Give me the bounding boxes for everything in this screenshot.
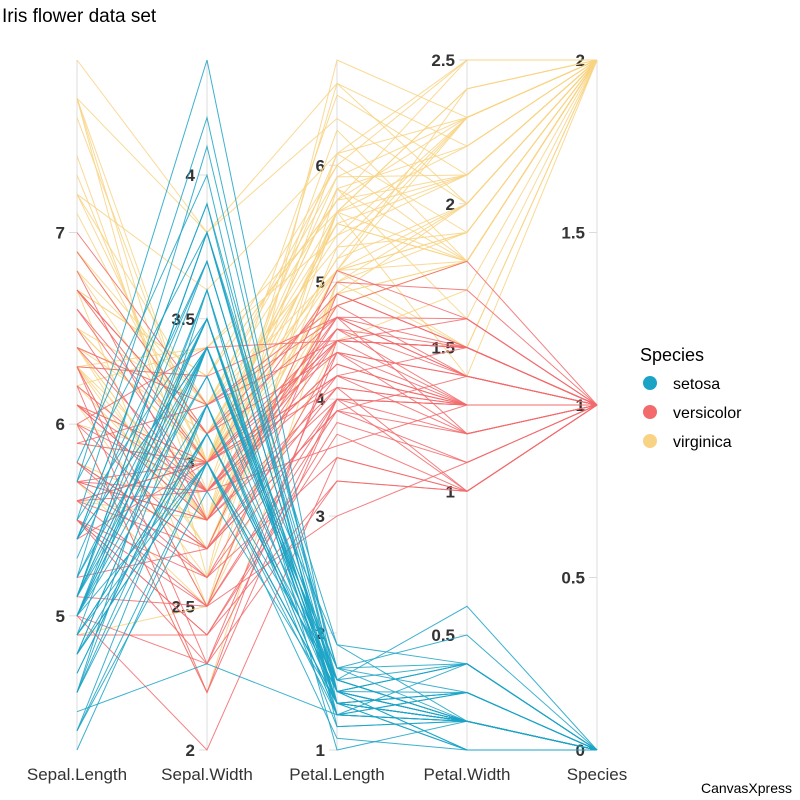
legend-label-virginica: virginica — [673, 434, 732, 451]
tick-label: 0.5 — [561, 569, 585, 588]
data-line-versicolor — [76, 328, 598, 464]
tick-label: 7 — [56, 224, 65, 243]
data-line-versicolor — [76, 404, 598, 665]
axis-label-species: Species — [567, 765, 627, 784]
tick-label: 6 — [316, 156, 325, 175]
axis-label-petal-width: Petal.Width — [424, 765, 511, 784]
legend-swatch-setosa — [643, 376, 657, 390]
legend-title: Species — [640, 345, 704, 365]
tick-label: 4 — [316, 390, 326, 409]
axis-label-sepal-length: Sepal.Length — [27, 765, 127, 784]
tick-label: 5 — [56, 607, 65, 626]
tick-label: 5 — [316, 273, 325, 292]
tick-label: 1.5 — [561, 224, 585, 243]
credit-label: CanvasXpress — [700, 780, 792, 796]
data-line-versicolor — [76, 404, 598, 607]
data-lines — [76, 59, 598, 751]
chart-title: Iris flower data set — [2, 6, 157, 27]
tick-label: 3 — [316, 507, 325, 526]
legend: Species setosa versicolor virginica — [640, 345, 742, 451]
tick-label: 4 — [186, 166, 196, 185]
legend-swatch-versicolor — [643, 405, 657, 419]
tick-label: 0.5 — [431, 626, 455, 645]
tick-label: 2 — [186, 741, 195, 760]
legend-swatch-virginica — [643, 434, 657, 448]
legend-label-setosa: setosa — [673, 376, 720, 393]
tick-label: 2 — [446, 195, 455, 214]
tick-label: 2.5 — [171, 597, 195, 616]
legend-label-versicolor: versicolor — [673, 405, 742, 422]
tick-label: 1 — [316, 741, 325, 760]
data-line-setosa — [76, 375, 598, 751]
tick-label: 6 — [56, 415, 65, 434]
tick-label: 2.5 — [431, 51, 455, 70]
axis-label-sepal-width: Sepal.Width — [161, 765, 253, 784]
axis-label-petal-length: Petal.Length — [289, 765, 384, 784]
tick-label: 1 — [446, 482, 455, 501]
